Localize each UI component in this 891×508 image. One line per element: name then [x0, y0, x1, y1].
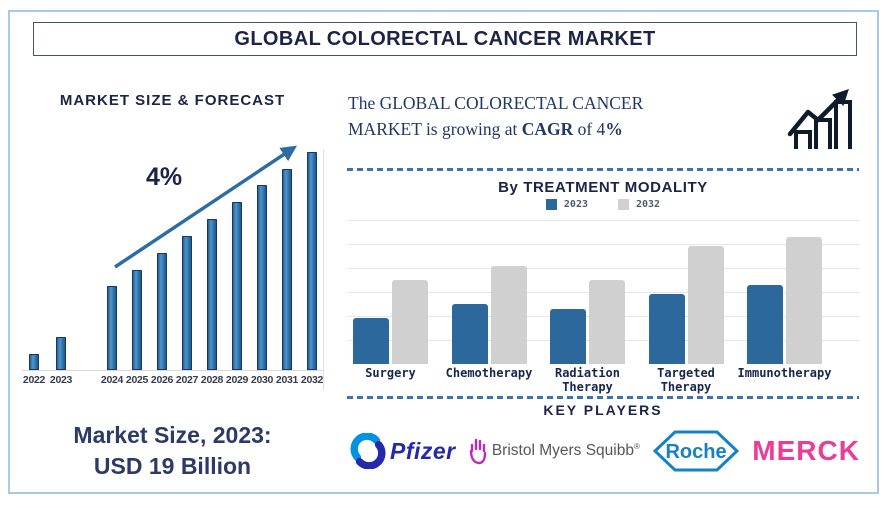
modality-legend: 2023 2032 [347, 199, 859, 210]
page-title: GLOBAL COLORECTAL CANCER MARKET [234, 27, 656, 50]
section-divider [323, 150, 324, 390]
merck-wordmark: MERCK [752, 435, 860, 466]
forecast-bar-2026 [157, 253, 167, 370]
key-players-heading: KEY PLAYERS [543, 402, 663, 418]
treatment-modality-chart [347, 214, 860, 364]
forecast-year-2023: 2023 [49, 374, 73, 386]
market-forecast-chart [20, 139, 325, 371]
modality-label-immunotherapy: Immunotherapy [737, 366, 832, 380]
forecast-year-2024: 2024 [100, 374, 124, 386]
legend-swatch-2023 [545, 199, 557, 210]
modality-label-radiation-therapy: Radiation Therapy [554, 366, 621, 394]
modality-label-targeted-therapy: Targeted Therapy [657, 366, 715, 394]
forecast-chart-title: MARKET SIZE & FORECAST [59, 92, 286, 109]
modality-chart-title: By TREATMENT MODALITY [498, 179, 708, 196]
merck-logo: MERCK [752, 435, 860, 467]
dashed-divider-top [347, 168, 859, 171]
gridline [347, 220, 860, 221]
bms-hand-icon [469, 438, 487, 464]
forecast-bar-2022 [29, 354, 39, 370]
trend-arrow [114, 145, 297, 269]
modality-bar-2032-radiation-therapy [589, 280, 625, 364]
market-size-line2: USD 19 Billion [93, 453, 252, 480]
market-size-callout: Market Size, 2023: USD 19 Billion [20, 420, 325, 482]
cagr-bold: CAGR [521, 119, 574, 140]
forecast-year-2022: 2022 [22, 374, 46, 386]
cagr-statement: The GLOBAL COLORECTAL CANCER MARKET is g… [348, 90, 698, 143]
forecast-year-2030: 2030 [250, 374, 274, 386]
legend-swatch-2032 [618, 199, 629, 210]
modality-bar-2023-radiation-therapy [550, 308, 586, 364]
forecast-year-2026: 2026 [150, 374, 174, 386]
bms-registered-mark: ® [633, 441, 640, 451]
forecast-bar-2031 [282, 169, 292, 370]
forecast-bar-2030 [257, 185, 267, 370]
cagr-statement-start: The GLOBAL COLORECTAL CANCER MARKET is g… [348, 93, 644, 140]
forecast-year-2025: 2025 [125, 374, 149, 386]
legend-label-2023: 2023 [563, 199, 588, 210]
modality-bar-2023-surgery [353, 318, 389, 364]
gridline [347, 268, 860, 269]
bms-name: Bristol Myers Squibb [491, 442, 634, 460]
gridline [347, 244, 860, 245]
forecast-bar-2029 [232, 202, 242, 370]
forecast-year-2028: 2028 [200, 374, 224, 386]
legend-label-2032: 2032 [636, 199, 661, 210]
legend-item-2023: 2023 [545, 199, 588, 210]
growth-chart-icon [787, 89, 852, 149]
market-size-line1: Market Size, 2023: [73, 422, 272, 448]
modality-bar-2032-surgery [392, 280, 428, 364]
modality-bar-2032-immunotherapy [786, 236, 822, 364]
modality-bar-2023-targeted-therapy [648, 294, 685, 364]
modality-bar-2023-chemotherapy [451, 304, 488, 364]
forecast-bar-2027 [182, 236, 192, 370]
legend-item-2032: 2032 [618, 199, 660, 210]
forecast-bar-2025 [132, 270, 142, 370]
modality-label-surgery: Surgery [365, 366, 416, 380]
modality-bar-2032-targeted-therapy [687, 246, 724, 364]
bristol-myers-squibb-logo: Bristol Myers Squibb® [468, 438, 640, 465]
forecast-year-2029: 2029 [225, 374, 249, 386]
modality-bar-2032-chemotherapy [490, 265, 527, 364]
percent-bold: % [605, 119, 623, 140]
forecast-year-labels: 2022 2023 2024 2025 2026 2027 2028 2029 2030 2031… [20, 374, 325, 388]
forecast-bar-2032 [307, 152, 317, 370]
cagr-statement-mid: of 4 [573, 119, 606, 140]
roche-hexagon-icon: Roche [652, 430, 740, 472]
cagr-annotation: 4% [146, 163, 183, 191]
key-players-logos: Pfizer Bristol Myers Squibb® Roche MERCK [350, 422, 860, 480]
roche-wordmark: Roche [666, 441, 727, 463]
pfizer-logo: Pfizer [350, 433, 456, 469]
pfizer-wordmark: Pfizer [390, 437, 456, 464]
roche-logo: Roche [652, 428, 740, 474]
forecast-bar-2028 [207, 219, 217, 370]
modality-bar-2023-immunotherapy [747, 284, 783, 364]
forecast-bar-2024 [107, 286, 117, 370]
forecast-year-2027: 2027 [175, 374, 199, 386]
bms-wordmark: Bristol Myers Squibb® [492, 442, 640, 460]
main-title-box: GLOBAL COLORECTAL CANCER MARKET [33, 22, 857, 56]
dashed-divider-bottom [347, 396, 859, 399]
pfizer-icon [350, 433, 386, 469]
forecast-bar-2023 [56, 337, 66, 370]
forecast-x-axis [22, 370, 323, 371]
forecast-year-2031: 2031 [275, 374, 299, 386]
outer-border-frame [8, 10, 879, 494]
modality-category-labels: Surgery Chemotherapy Radiation Therapy Targ… [347, 366, 860, 397]
modality-label-chemotherapy: Chemotherapy [445, 366, 533, 380]
forecast-year-2032: 2032 [300, 374, 324, 386]
